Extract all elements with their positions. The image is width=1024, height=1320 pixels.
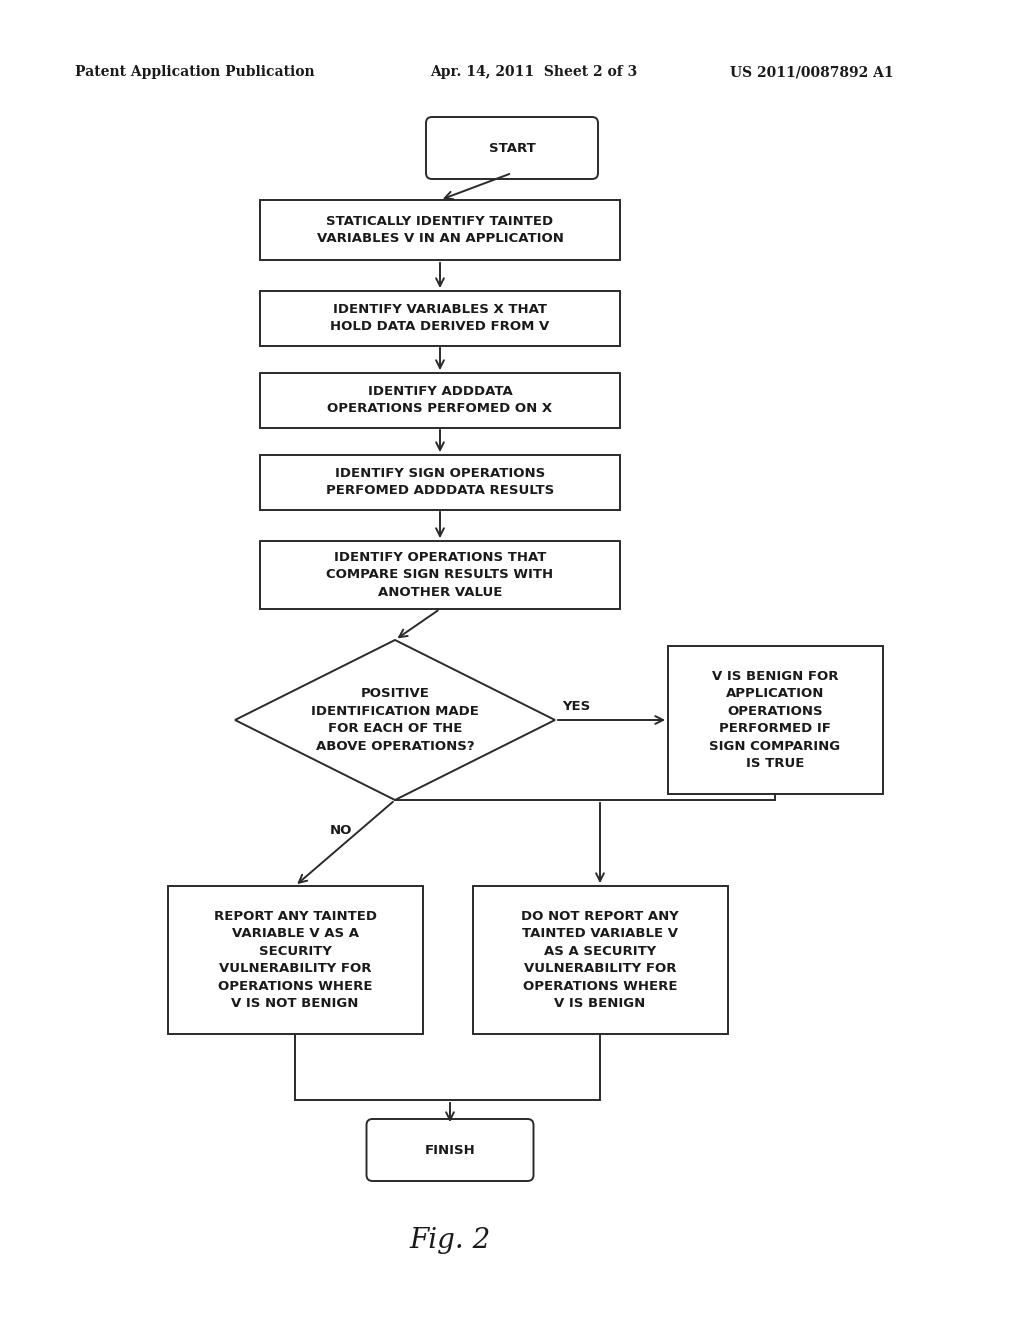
Text: IDENTIFY ADDDATA
OPERATIONS PERFOMED ON X: IDENTIFY ADDDATA OPERATIONS PERFOMED ON … <box>328 384 553 416</box>
Text: POSITIVE
IDENTIFICATION MADE
FOR EACH OF THE
ABOVE OPERATIONS?: POSITIVE IDENTIFICATION MADE FOR EACH OF… <box>311 688 479 752</box>
Text: US 2011/0087892 A1: US 2011/0087892 A1 <box>730 65 894 79</box>
Polygon shape <box>234 640 555 800</box>
Bar <box>260 454 620 510</box>
Text: Fig. 2: Fig. 2 <box>410 1226 490 1254</box>
Bar <box>668 645 883 795</box>
Bar <box>260 541 620 609</box>
Bar <box>260 201 620 260</box>
Text: YES: YES <box>562 700 590 713</box>
Text: START: START <box>488 141 536 154</box>
Bar <box>260 290 620 346</box>
Text: REPORT ANY TAINTED
VARIABLE V AS A
SECURITY
VULNERABILITY FOR
OPERATIONS WHERE
V: REPORT ANY TAINTED VARIABLE V AS A SECUR… <box>213 909 377 1010</box>
FancyBboxPatch shape <box>426 117 598 180</box>
Text: IDENTIFY OPERATIONS THAT
COMPARE SIGN RESULTS WITH
ANOTHER VALUE: IDENTIFY OPERATIONS THAT COMPARE SIGN RE… <box>327 550 554 599</box>
Text: V IS BENIGN FOR
APPLICATION
OPERATIONS
PERFORMED IF
SIGN COMPARING
IS TRUE: V IS BENIGN FOR APPLICATION OPERATIONS P… <box>710 669 841 771</box>
Text: Patent Application Publication: Patent Application Publication <box>75 65 314 79</box>
Text: NO: NO <box>330 824 352 837</box>
Bar <box>260 372 620 428</box>
Bar <box>472 886 727 1034</box>
Text: FINISH: FINISH <box>425 1143 475 1156</box>
Text: Apr. 14, 2011  Sheet 2 of 3: Apr. 14, 2011 Sheet 2 of 3 <box>430 65 637 79</box>
Bar <box>168 886 423 1034</box>
Text: STATICALLY IDENTIFY TAINTED
VARIABLES V IN AN APPLICATION: STATICALLY IDENTIFY TAINTED VARIABLES V … <box>316 215 563 246</box>
Text: IDENTIFY SIGN OPERATIONS
PERFOMED ADDDATA RESULTS: IDENTIFY SIGN OPERATIONS PERFOMED ADDDAT… <box>326 467 554 498</box>
Text: DO NOT REPORT ANY
TAINTED VARIABLE V
AS A SECURITY
VULNERABILITY FOR
OPERATIONS : DO NOT REPORT ANY TAINTED VARIABLE V AS … <box>521 909 679 1010</box>
FancyBboxPatch shape <box>367 1119 534 1181</box>
Text: IDENTIFY VARIABLES X THAT
HOLD DATA DERIVED FROM V: IDENTIFY VARIABLES X THAT HOLD DATA DERI… <box>331 302 550 333</box>
